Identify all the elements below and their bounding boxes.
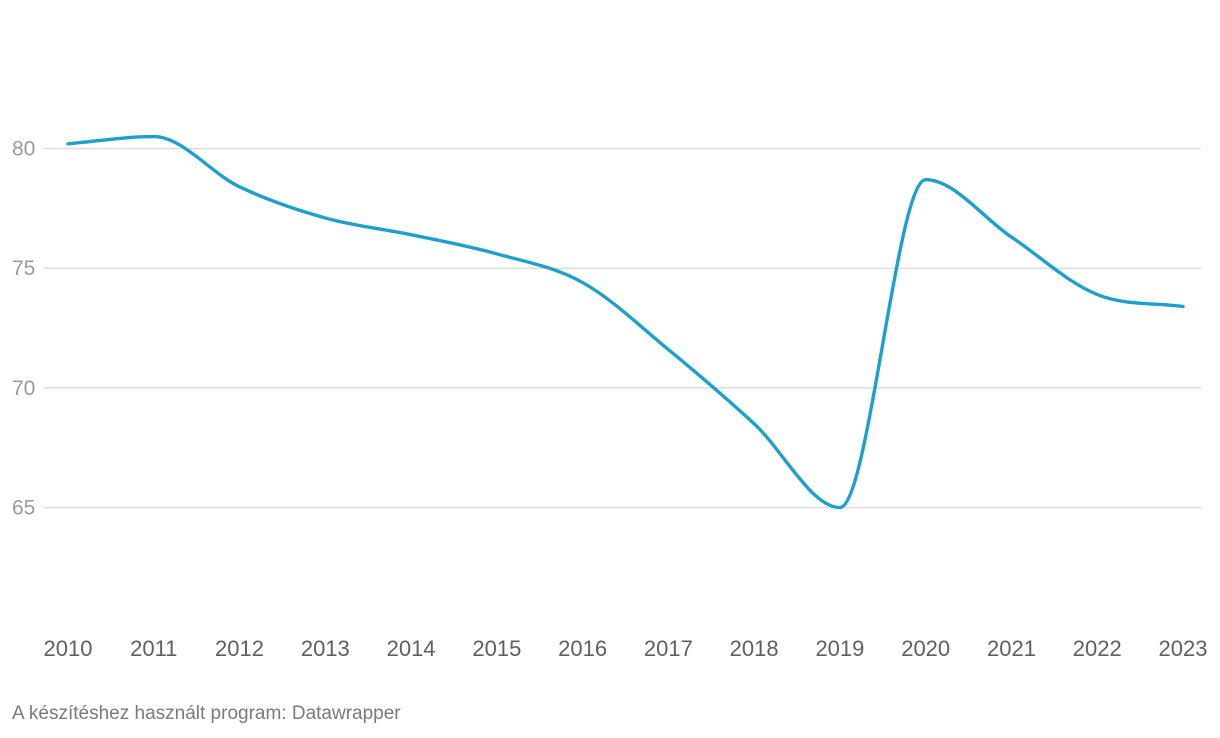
data-point-2013[interactable] bbox=[319, 212, 331, 224]
series-layer bbox=[62, 131, 1189, 514]
data-point-2018[interactable] bbox=[748, 418, 760, 430]
x-tick-label: 2021 bbox=[987, 636, 1036, 661]
y-tick-label: 70 bbox=[12, 377, 35, 400]
data-point-2023[interactable] bbox=[1177, 300, 1189, 312]
data-point-2022[interactable] bbox=[1091, 289, 1103, 301]
x-tick-label: 2017 bbox=[644, 636, 693, 661]
data-point-2010[interactable] bbox=[62, 138, 74, 150]
data-point-2020[interactable] bbox=[920, 174, 932, 186]
data-point-2021[interactable] bbox=[1005, 231, 1017, 243]
x-tick-label: 2016 bbox=[558, 636, 607, 661]
x-tick-label: 2020 bbox=[901, 636, 950, 661]
x-tick-label: 2018 bbox=[730, 636, 779, 661]
data-point-2015[interactable] bbox=[491, 248, 503, 260]
y-axis-ticks: 65 70 75 80 bbox=[12, 138, 35, 520]
y-tick-label: 80 bbox=[12, 138, 35, 161]
data-point-2011[interactable] bbox=[148, 131, 160, 143]
data-point-2016[interactable] bbox=[577, 277, 589, 289]
data-point-2014[interactable] bbox=[405, 229, 417, 241]
x-tick-label: 2014 bbox=[387, 636, 436, 661]
x-axis-ticks: 2010 2011 2012 2013 2014 2015 2016 2017 2018 2019… bbox=[44, 636, 1208, 661]
footer-credit: A készítéshez használt program: Datawrap… bbox=[12, 703, 401, 724]
x-tick-label: 2010 bbox=[44, 636, 93, 661]
x-tick-label: 2023 bbox=[1159, 636, 1208, 661]
y-tick-label: 75 bbox=[12, 257, 35, 280]
x-tick-label: 2019 bbox=[815, 636, 864, 661]
series-line-0 bbox=[66, 134, 1185, 510]
data-point-2019[interactable] bbox=[834, 502, 846, 514]
x-tick-label: 2015 bbox=[472, 636, 521, 661]
x-tick-label: 2013 bbox=[301, 636, 350, 661]
data-point-2017[interactable] bbox=[662, 344, 674, 356]
data-point-2012[interactable] bbox=[234, 181, 246, 193]
x-tick-label: 2012 bbox=[215, 636, 264, 661]
x-tick-label: 2022 bbox=[1073, 636, 1122, 661]
y-tick-label: 65 bbox=[12, 497, 35, 520]
gridlines bbox=[44, 147, 1201, 509]
x-tick-label: 2011 bbox=[130, 636, 177, 661]
